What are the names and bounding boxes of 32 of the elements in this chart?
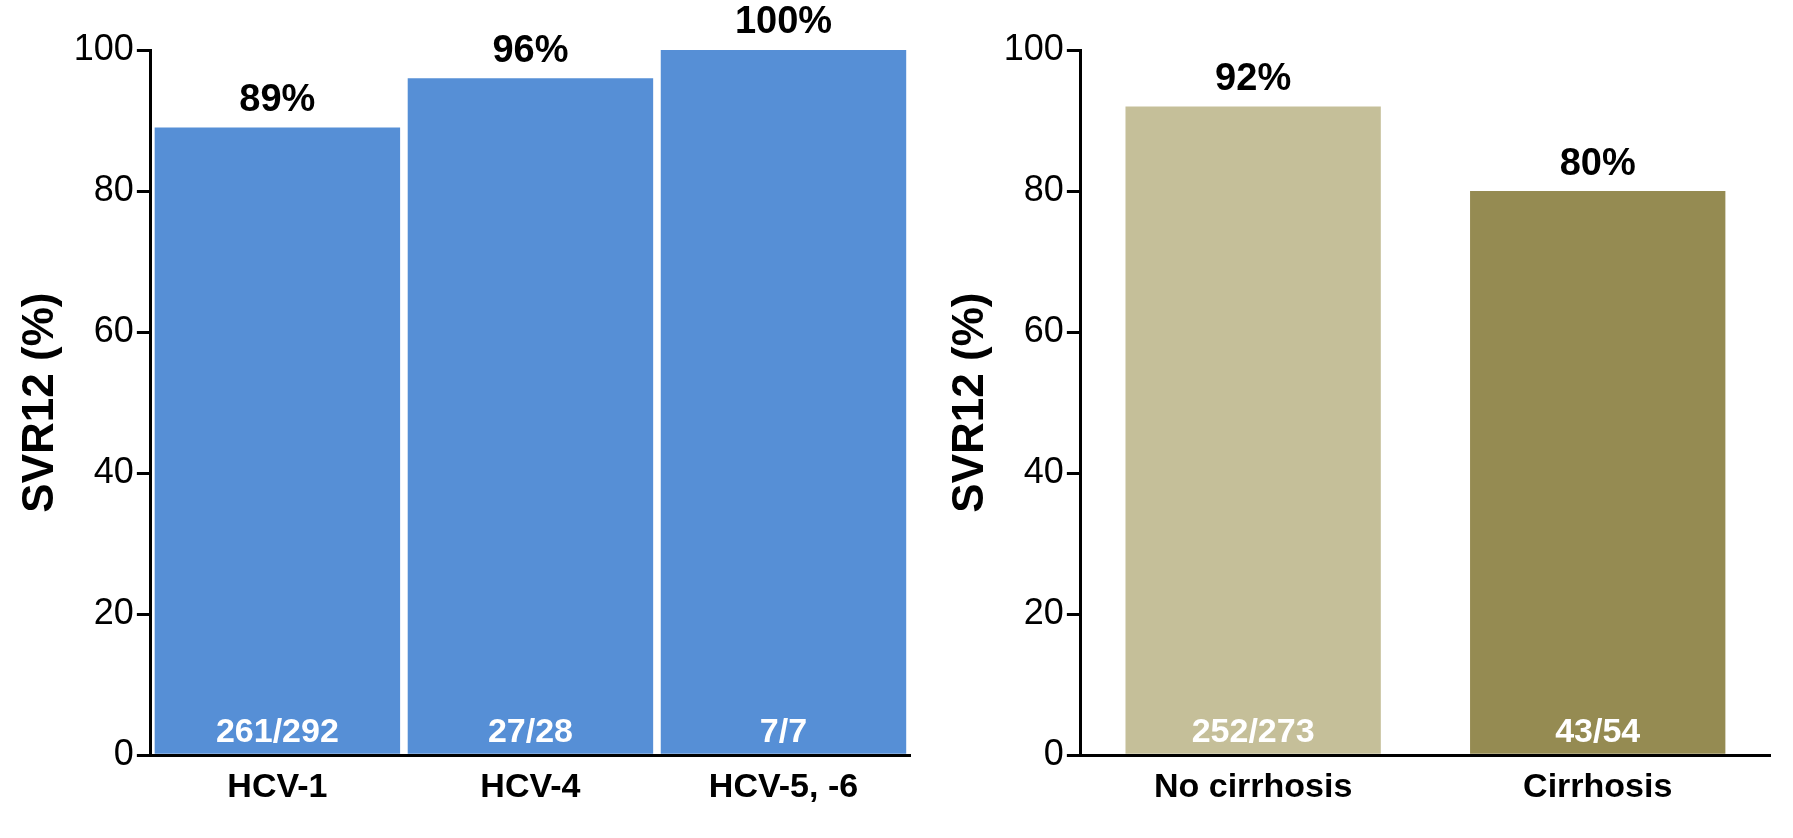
y-tick-label: 40 bbox=[1023, 450, 1064, 492]
x-tick-label: HCV-5, -6 bbox=[708, 765, 859, 804]
bar bbox=[660, 50, 907, 754]
y-tick-label: 20 bbox=[93, 591, 134, 633]
y-axis-title: SVR12 (%) bbox=[942, 292, 992, 513]
annotation: 27/28 bbox=[487, 710, 573, 749]
x-tick-label: No cirrhosis bbox=[1153, 765, 1353, 804]
y-tick-label: 80 bbox=[93, 167, 134, 209]
data-label: 92% bbox=[1215, 55, 1292, 98]
bar bbox=[407, 78, 654, 754]
y-tick-label: 100 bbox=[1003, 26, 1064, 68]
y-tick-label: 40 bbox=[93, 450, 134, 492]
y-tick-label: 20 bbox=[1023, 591, 1064, 633]
y-tick-label: 80 bbox=[1023, 167, 1064, 209]
data-label: 96% bbox=[492, 27, 569, 70]
y-tick-label: 60 bbox=[93, 309, 134, 350]
y-tick-label: 0 bbox=[113, 732, 134, 774]
y-tick-label: 60 bbox=[1023, 309, 1064, 350]
y-tick-label: 0 bbox=[1043, 732, 1064, 774]
bar bbox=[154, 127, 401, 754]
annotation: 252/273 bbox=[1191, 710, 1315, 749]
data-label: 100% bbox=[734, 0, 833, 42]
annotation: 43/54 bbox=[1555, 710, 1641, 749]
annotation: 7/7 bbox=[759, 710, 808, 749]
x-tick-label: HCV-4 bbox=[480, 765, 581, 804]
y-axis-title: SVR12 (%) bbox=[12, 292, 62, 513]
data-label: 89% bbox=[239, 77, 316, 120]
x-tick-label: HCV-1 bbox=[227, 765, 328, 804]
x-tick-label: Cirrhosis bbox=[1523, 765, 1673, 804]
y-tick-label: 100 bbox=[73, 26, 134, 68]
data-label: 80% bbox=[1559, 140, 1636, 183]
annotation: 261/292 bbox=[215, 710, 339, 749]
